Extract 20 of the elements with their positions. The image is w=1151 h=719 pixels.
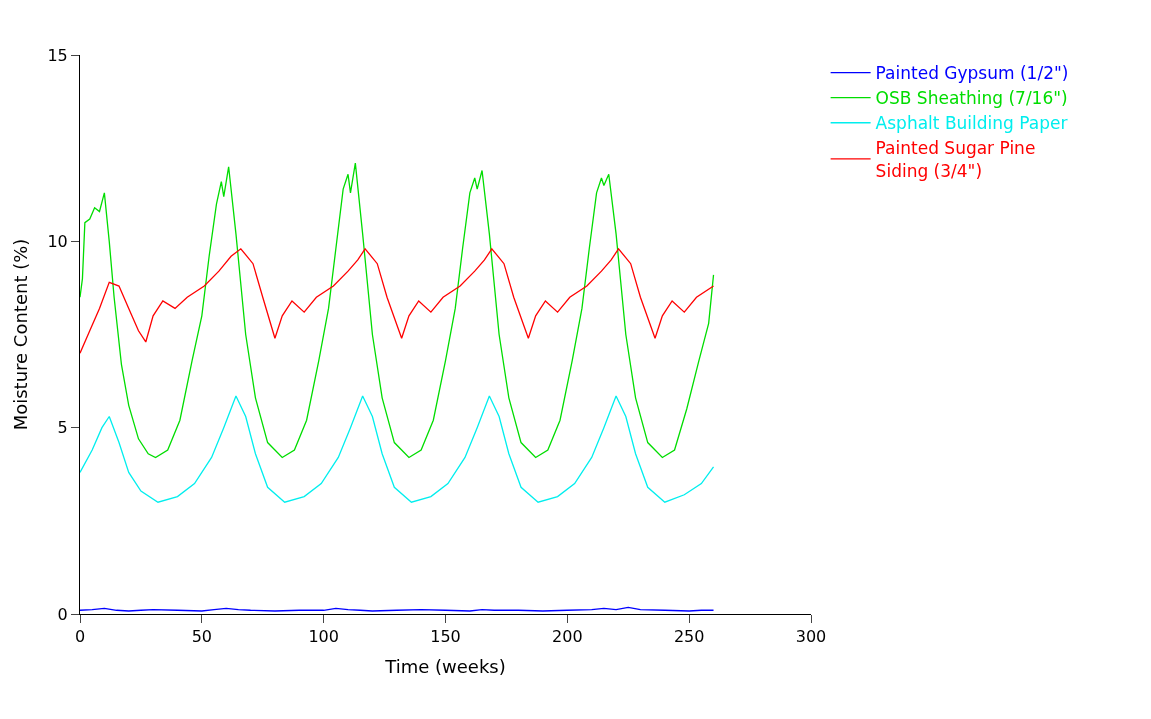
x-tick-label: 300 [795,627,827,647]
line-series [80,395,715,503]
y-tick-label: 5 [57,418,68,438]
x-tick-label: 0 [74,627,86,647]
line-series [80,162,715,459]
x-axis-title: Time (weeks) [384,656,506,678]
y-tick-label: 10 [47,231,68,251]
legend-label: Painted Gypsum (1/2") [875,63,1069,84]
y-tick-label: 15 [47,45,68,65]
x-tick-label: 150 [430,627,461,647]
y-axis-title: Moisture Content (%) [9,238,31,431]
x-tick-label: 100 [308,627,339,647]
line-series [80,248,715,354]
legend-label: OSB Sheathing (7/16") [875,88,1068,109]
x-tick-label: 250 [673,627,705,647]
legend-label: Painted Sugar Pine Siding (3/4") [875,138,1036,181]
x-tick-label: 50 [191,627,213,647]
y-tick-label: 0 [57,604,68,624]
x-tick-label: 200 [552,627,583,647]
legend-label: Asphalt Building Paper [875,113,1068,134]
